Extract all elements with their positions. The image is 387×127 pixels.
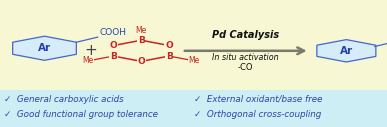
Text: ✓  External oxidant/base free: ✓ External oxidant/base free (194, 95, 322, 104)
Text: B: B (138, 36, 145, 45)
Text: ✓  Orthogonal cross-coupling: ✓ Orthogonal cross-coupling (194, 110, 321, 119)
Text: Me: Me (188, 56, 200, 65)
Text: +: + (85, 43, 97, 58)
Text: ✓  Good functional group tolerance: ✓ Good functional group tolerance (4, 110, 158, 119)
Text: ✓  General carboxylic acids: ✓ General carboxylic acids (4, 95, 123, 104)
Text: O: O (110, 41, 117, 50)
Text: Ar: Ar (38, 43, 51, 53)
Polygon shape (317, 40, 376, 62)
Text: B: B (166, 52, 173, 61)
Bar (0, 0, 387, 90)
Text: Pd Catalysis: Pd Catalysis (212, 30, 279, 40)
Polygon shape (13, 36, 76, 60)
Text: O: O (165, 41, 173, 50)
Bar (0, 90, 387, 127)
Text: In situ activation: In situ activation (212, 53, 279, 62)
Text: Me: Me (135, 26, 147, 35)
Text: B: B (110, 52, 117, 61)
Text: O: O (137, 57, 145, 66)
Text: -CO: -CO (238, 64, 253, 73)
Text: Ar: Ar (340, 46, 353, 56)
Text: Me: Me (83, 56, 94, 65)
Text: COOH: COOH (99, 28, 127, 37)
